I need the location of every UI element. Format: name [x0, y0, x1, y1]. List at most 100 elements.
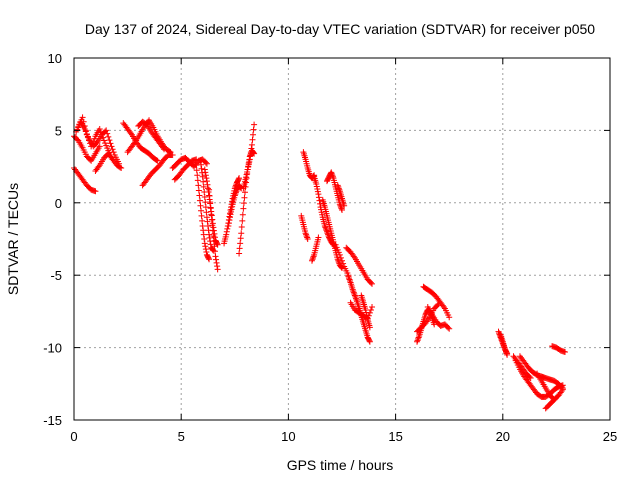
data-point — [198, 212, 205, 219]
data-point — [250, 149, 257, 156]
data-point — [79, 114, 86, 121]
data-point — [337, 204, 344, 211]
x-tick-label: 10 — [281, 429, 295, 444]
data-point — [203, 249, 210, 256]
data-point — [90, 138, 97, 145]
data-point — [194, 177, 201, 184]
x-tick-label: 25 — [603, 429, 617, 444]
data-point — [336, 186, 343, 193]
data-point — [238, 224, 245, 231]
data-point — [363, 309, 370, 316]
data-point — [84, 134, 91, 141]
data-point — [315, 191, 322, 198]
data-point — [200, 227, 207, 234]
data-point — [203, 160, 210, 167]
series-s43 — [510, 353, 534, 382]
data-point — [337, 254, 344, 261]
data-point — [558, 388, 565, 395]
data-point — [109, 146, 116, 153]
data-point — [202, 172, 209, 179]
data-point — [366, 337, 373, 344]
data-point — [83, 131, 90, 138]
data-point — [334, 256, 341, 263]
data-point — [198, 207, 205, 214]
data-point — [353, 296, 360, 303]
data-point — [237, 183, 244, 190]
data-point — [81, 123, 88, 130]
data-point — [236, 175, 243, 182]
y-tick-labels: -15 -10 -5 0 5 10 — [43, 51, 62, 428]
data-point — [334, 182, 341, 189]
series-s21 — [298, 212, 311, 242]
data-point — [446, 314, 453, 321]
data-point — [349, 286, 356, 293]
y-tick-label: 10 — [48, 51, 62, 66]
data-point — [153, 157, 160, 164]
data-point — [362, 306, 369, 313]
data-point — [325, 233, 332, 240]
data-point — [231, 192, 238, 199]
series-s29 — [345, 273, 373, 345]
grid-lines — [74, 58, 610, 420]
data-point — [315, 234, 322, 241]
data-point — [101, 137, 108, 144]
data-point — [309, 256, 316, 263]
data-point — [328, 169, 335, 176]
data-point — [203, 209, 210, 216]
data-point — [196, 197, 203, 204]
data-point — [107, 140, 114, 147]
data-point — [202, 169, 209, 176]
data-point — [314, 188, 321, 195]
data-point — [206, 186, 213, 193]
data-point — [194, 172, 201, 179]
data-point — [226, 214, 233, 221]
data-point — [127, 130, 134, 137]
x-tick-label: 15 — [388, 429, 402, 444]
data-point — [77, 119, 84, 126]
data-point — [251, 150, 258, 157]
data-point — [206, 231, 213, 238]
data-point — [334, 246, 341, 253]
series-s35 — [424, 304, 453, 332]
data-point — [201, 236, 208, 242]
data-point — [321, 222, 328, 229]
data-point — [207, 205, 214, 212]
data-point — [338, 264, 345, 271]
data-point — [210, 233, 217, 240]
data-point — [196, 192, 203, 199]
data-point — [243, 174, 250, 181]
data-point — [237, 184, 244, 191]
data-point — [352, 295, 359, 302]
x-axis-label: GPS time / hours — [287, 457, 394, 473]
data-point — [310, 173, 317, 180]
data-point — [203, 175, 210, 182]
series-s24 — [308, 234, 322, 264]
data-point — [335, 249, 342, 256]
data-point — [333, 244, 340, 251]
data-point — [89, 140, 96, 147]
data-point — [243, 171, 250, 178]
data-point — [369, 304, 376, 311]
data-point — [80, 118, 87, 125]
data-point — [91, 135, 98, 142]
data-point — [504, 350, 511, 357]
data-point — [208, 216, 215, 223]
x-tick-labels: 0 5 10 15 20 25 — [70, 429, 617, 444]
data-point — [169, 152, 176, 159]
data-point — [316, 197, 323, 204]
data-point — [236, 245, 243, 252]
data-point — [212, 253, 219, 260]
data-point — [245, 161, 252, 168]
data-point — [232, 189, 239, 196]
data-point — [241, 189, 248, 196]
data-point — [325, 231, 332, 238]
data-point — [329, 172, 336, 179]
data-point — [98, 131, 105, 138]
data-point — [161, 146, 168, 153]
data-point — [335, 185, 342, 192]
data-point — [227, 211, 234, 218]
data-point — [302, 230, 309, 237]
data-point — [526, 373, 533, 380]
data-point — [223, 231, 230, 238]
